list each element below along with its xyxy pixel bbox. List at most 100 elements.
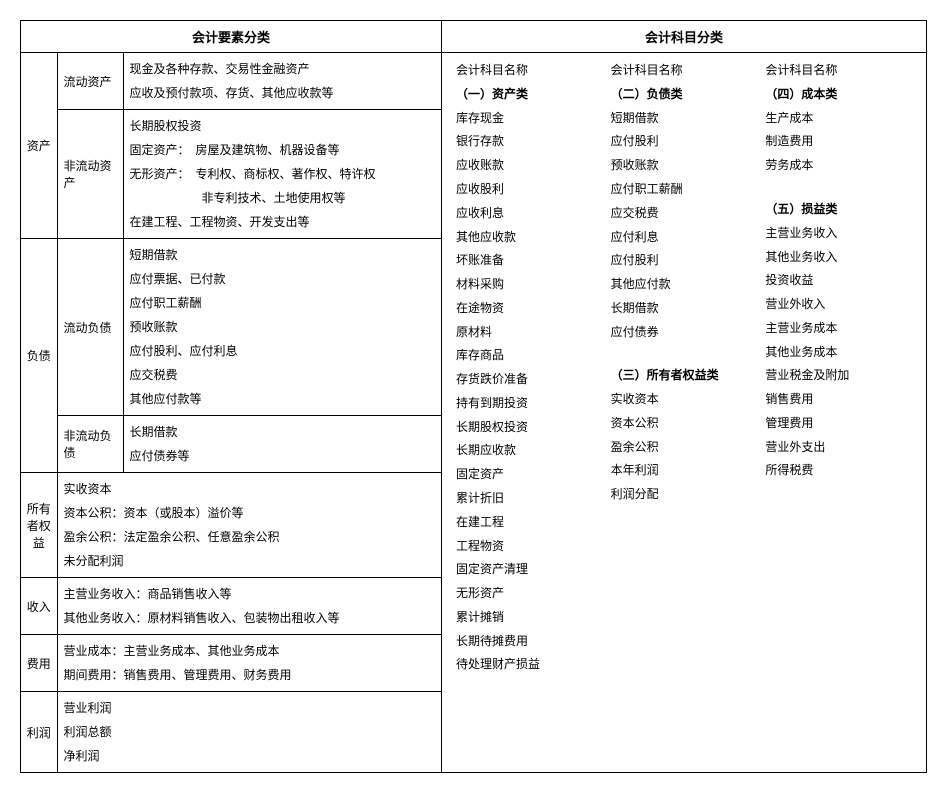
col2-items-a: 短期借款应付股利预收账款应付职工薪酬应交税费应付利息应付股利其他应付款长期借款应…: [611, 107, 758, 345]
list-item: 本年利润: [611, 459, 758, 483]
list-item: 其他业务成本: [765, 340, 912, 364]
expense-content: 营业成本：主营业务成本、其他业务成本 期间费用：销售费用、管理费用、财务费用: [57, 635, 441, 692]
list-item: 银行存款: [456, 130, 603, 154]
line: 应收及预付款项、存货、其他应收款等: [130, 81, 436, 105]
line: 净利润: [64, 744, 436, 768]
line: 实收资本: [64, 477, 436, 501]
list-item: 累计折旧: [456, 487, 603, 511]
list-item: 坏账准备: [456, 249, 603, 273]
list-item: 固定资产: [456, 463, 603, 487]
col1-head2: （一）资产类: [456, 83, 603, 107]
category-expense: 费用: [21, 635, 57, 692]
right-panel: 会计科目分类 会计科目名称 （一）资产类 库存现金银行存款应收账款应收股利应收利…: [442, 21, 926, 772]
line: 现金及各种存款、交易性金融资产: [130, 57, 436, 81]
line: 应交税费: [130, 363, 436, 387]
list-item: 劳务成本: [765, 154, 912, 178]
left-table: 资产 流动资产 现金及各种存款、交易性金融资产 应收及预付款项、存货、其他应收款…: [21, 53, 441, 772]
list-item: 长期借款: [611, 297, 758, 321]
line: 未分配利润: [64, 549, 436, 573]
list-item: 预收账款: [611, 154, 758, 178]
line: 应付职工薪酬: [130, 291, 436, 315]
noncurrent-assets-content: 长期股权投资 固定资产： 房屋及建筑物、机器设备等 无形资产： 专利权、商标权、…: [123, 110, 441, 239]
col1-head1: 会计科目名称: [456, 59, 603, 83]
line: 主营业务收入：商品销售收入等: [64, 582, 436, 606]
list-item: 应付利息: [611, 225, 758, 249]
line: 利润总额: [64, 720, 436, 744]
line: 预收账款: [130, 315, 436, 339]
line: 非专利技术、土地使用权等: [130, 186, 436, 210]
list-item: 应付股利: [611, 130, 758, 154]
list-item: 原材料: [456, 320, 603, 344]
category-profit: 利润: [21, 692, 57, 773]
list-item: 管理费用: [765, 412, 912, 436]
list-item: 无形资产: [456, 582, 603, 606]
list-item: 长期待摊费用: [456, 629, 603, 653]
list-item: 营业外收入: [765, 293, 912, 317]
list-item: 其他业务收入: [765, 245, 912, 269]
category-liabilities: 负债: [21, 239, 57, 473]
col1-items: 库存现金银行存款应收账款应收股利应收利息其他应收款坏账准备材料采购在途物资原材料…: [456, 107, 603, 677]
list-item: 销售费用: [765, 388, 912, 412]
noncurrent-liab-content: 长期借款 应付债券等: [123, 416, 441, 473]
spacer: [765, 178, 912, 198]
subcat-noncurrent-liab: 非流动负债: [57, 416, 123, 473]
list-item: 应收账款: [456, 154, 603, 178]
list-item: 应付职工薪酬: [611, 178, 758, 202]
list-item: 所得税费: [765, 459, 912, 483]
list-item: 材料采购: [456, 273, 603, 297]
list-item: 固定资产清理: [456, 558, 603, 582]
equity-content: 实收资本 资本公积：资本（或股本）溢价等 盈余公积：法定盈余公积、任意盈余公积 …: [57, 473, 441, 578]
line: 长期股权投资: [130, 114, 436, 138]
classification-table: 会计要素分类 资产 流动资产 现金及各种存款、交易性金融资产 应收及预付款项、存…: [20, 20, 927, 773]
list-item: 主营业务成本: [765, 317, 912, 341]
list-item: 应付股利: [611, 249, 758, 273]
list-item: 营业税金及附加: [765, 364, 912, 388]
list-item: 投资收益: [765, 269, 912, 293]
right-body: 会计科目名称 （一）资产类 库存现金银行存款应收账款应收股利应收利息其他应收款坏…: [442, 53, 926, 683]
col2-head1: 会计科目名称: [611, 59, 758, 83]
col3-items-b: 主营业务收入其他业务收入投资收益营业外收入主营业务成本其他业务成本营业税金及附加…: [765, 222, 912, 483]
list-item: 其他应付款: [611, 273, 758, 297]
col3-items-a: 生产成本制造费用劳务成本: [765, 107, 912, 178]
line: 期间费用：销售费用、管理费用、财务费用: [64, 663, 436, 687]
list-item: 累计摊销: [456, 606, 603, 630]
category-assets: 资产: [21, 53, 57, 239]
left-panel: 会计要素分类 资产 流动资产 现金及各种存款、交易性金融资产 应收及预付款项、存…: [21, 21, 442, 772]
header-right: 会计科目分类: [442, 21, 926, 53]
line: 固定资产： 房屋及建筑物、机器设备等: [130, 138, 436, 162]
col3-head3: （五）损益类: [765, 198, 912, 222]
line: 应付票据、已付款: [130, 267, 436, 291]
spacer: [611, 344, 758, 364]
list-item: 待处理财产损益: [456, 653, 603, 677]
line: 应付股利、应付利息: [130, 339, 436, 363]
list-item: 库存商品: [456, 344, 603, 368]
col-2: 会计科目名称 （二）负债类 短期借款应付股利预收账款应付职工薪酬应交税费应付利息…: [607, 59, 762, 677]
line: 其他业务收入：原材料销售收入、包装物出租收入等: [64, 606, 436, 630]
subcat-current-assets: 流动资产: [57, 53, 123, 110]
current-assets-content: 现金及各种存款、交易性金融资产 应收及预付款项、存货、其他应收款等: [123, 53, 441, 110]
line: 无形资产： 专利权、商标权、著作权、特许权: [130, 162, 436, 186]
list-item: 其他应收款: [456, 225, 603, 249]
col2-head3: （三）所有者权益类: [611, 364, 758, 388]
col-3: 会计科目名称 （四）成本类 生产成本制造费用劳务成本 （五）损益类 主营业务收入…: [761, 59, 916, 677]
line: 应付债券等: [130, 444, 436, 468]
list-item: 实收资本: [611, 388, 758, 412]
col2-items-b: 实收资本资本公积盈余公积本年利润利润分配: [611, 388, 758, 507]
subcat-noncurrent-assets: 非流动资产: [57, 110, 123, 239]
col3-head1: 会计科目名称: [765, 59, 912, 83]
line: 长期借款: [130, 420, 436, 444]
line: 营业利润: [64, 696, 436, 720]
header-left: 会计要素分类: [21, 21, 441, 53]
line: 营业成本：主营业务成本、其他业务成本: [64, 639, 436, 663]
category-income: 收入: [21, 578, 57, 635]
col2-head2: （二）负债类: [611, 83, 758, 107]
list-item: 在建工程: [456, 511, 603, 535]
list-item: 短期借款: [611, 107, 758, 131]
list-item: 制造费用: [765, 130, 912, 154]
list-item: 长期应收款: [456, 439, 603, 463]
line: 资本公积：资本（或股本）溢价等: [64, 501, 436, 525]
list-item: 应收股利: [456, 178, 603, 202]
list-item: 利润分配: [611, 483, 758, 507]
list-item: 在途物资: [456, 297, 603, 321]
line: 盈余公积：法定盈余公积、任意盈余公积: [64, 525, 436, 549]
